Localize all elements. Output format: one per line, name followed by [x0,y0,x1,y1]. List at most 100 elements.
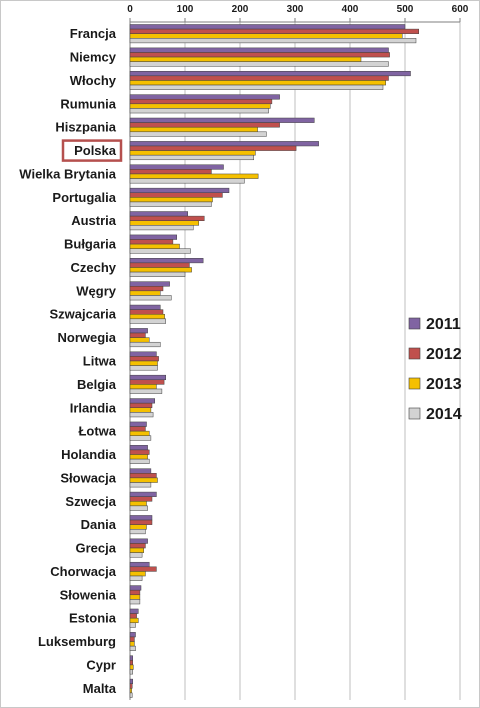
bar-wlochy-2014 [129,84,384,90]
bar-niemcy-2011 [129,47,389,53]
category-label-portugalia: Portugalia [52,190,116,205]
bar-portugalia-2014 [129,201,212,207]
bar-bulgaria-2012 [129,239,174,245]
tick-labels: 0 100 200 300 400 500 600 [127,4,469,15]
category-label-szwecja: Szwecja [65,494,116,509]
bar-irlandia-2013 [129,407,152,413]
tick-label-600: 600 [452,4,469,15]
legend-label-2011: 2011 [426,316,461,333]
category-label-bulgaria: Bułgaria [64,237,117,252]
bar-szwecja-2013 [129,501,147,507]
bar-wlochy-2013 [129,80,386,86]
tick-label-200: 200 [232,4,249,15]
bar-wlochy-2011 [129,70,411,77]
tick-label-300: 300 [287,4,304,15]
category-label-polska: Polska [74,143,117,158]
bar-wegry-2012 [129,286,164,292]
bar-polska-2011 [129,141,319,147]
bar-szwecja-2011 [129,491,157,497]
bar-belgia-2014 [129,388,163,394]
bar-hiszpania-2012 [129,122,280,128]
bar-grecja-2013 [129,547,144,553]
bar-norwegia-2013 [129,337,150,343]
bar-lotwa-2014 [129,435,152,441]
bar-holandia-2014 [129,458,150,464]
bar-wielka-brytania-2013 [129,173,259,179]
category-label-wielka-brytania: Wielka Brytania [19,166,116,181]
category-label-slowenia: Słowenia [60,587,117,602]
bar-wegry-2013 [129,290,161,296]
bar-malta-2012 [129,683,133,689]
bar-holandia-2012 [129,449,150,455]
bar-luksemburg-2011 [129,632,136,638]
bar-grecja-2014 [129,552,143,558]
bar-polska-2012 [129,145,297,151]
bar-irlandia-2011 [129,398,155,404]
bar-luksemburg-2014 [129,645,136,652]
category-label-holandia: Holandia [61,447,117,462]
bar-szwajcaria-2014 [129,318,166,324]
category-label-niemcy: Niemcy [70,50,117,65]
category-label-wlochy: Włochy [70,73,117,88]
category-label-estonia: Estonia [69,611,117,626]
bar-norwegia-2011 [129,328,148,334]
bar-wegry-2011 [129,281,170,287]
bar-wielka-brytania-2012 [129,169,212,175]
bar-lotwa-2012 [129,426,146,432]
bar-czechy-2013 [129,267,192,273]
bar-slowacja-2014 [129,482,152,488]
bar-bulgaria-2014 [129,248,191,254]
category-label-lotwa: Łotwa [78,424,116,439]
bar-slowenia-2014 [129,599,141,605]
category-label-norwegia: Norwegia [57,330,116,345]
category-label-austria: Austria [71,213,117,228]
bar-francja-2013 [129,33,403,39]
bar-austria-2014 [129,225,194,231]
legend-swatch-2013 [408,377,421,390]
category-labels: Francja Niemcy Włochy Rumunia Hiszpania Polsk… [19,26,123,696]
category-label-grecja: Grecja [76,541,117,556]
bar-bulgaria-2011 [129,234,177,240]
bar-norwegia-2014 [129,341,161,348]
bar-hiszpania-2011 [129,117,315,123]
bar-cypr-2011 [129,655,133,661]
bar-austria-2011 [129,211,188,217]
bar-szwajcaria-2013 [129,313,165,320]
bar-malta-2011 [129,678,133,684]
bar-estonia-2013 [129,617,139,624]
bar-czechy-2011 [129,258,204,264]
category-label-litwa: Litwa [83,354,117,369]
category-label-szwajcaria: Szwajcaria [50,307,117,322]
bar-bulgaria-2013 [129,243,180,249]
bar-slowenia-2011 [129,585,142,591]
category-label-wegry: Węgry [76,283,117,298]
bar-irlandia-2014 [129,412,154,418]
bar-slowenia-2012 [129,589,141,596]
bar-hiszpania-2014 [129,131,267,137]
bar-wlochy-2012 [129,75,389,81]
bar-slowacja-2012 [129,473,157,479]
category-label-luksemburg: Luksemburg [38,634,116,649]
bar-polska-2014 [129,154,254,161]
bar-chorwacja-2014 [129,575,143,581]
bar-niemcy-2012 [129,52,390,58]
bar-estonia-2011 [129,608,139,614]
bar-grecja-2012 [129,543,146,549]
bar-malta-2013 [129,688,132,694]
bar-szwecja-2014 [129,505,148,511]
bar-lotwa-2011 [129,421,147,427]
bar-belgia-2012 [129,379,165,385]
category-label-malta: Malta [83,681,117,696]
bar-czechy-2012 [129,262,190,268]
bar-szwajcaria-2012 [129,309,164,315]
bar-rumunia-2012 [129,98,273,105]
category-label-cypr: Cypr [86,657,116,672]
tick-label-0: 0 [127,4,133,15]
bar-belgia-2013 [129,384,157,390]
bar-wielka-brytania-2014 [129,178,245,184]
bar-litwa-2014 [129,365,158,371]
bar-rumunia-2014 [129,108,269,114]
bar-francja-2012 [129,28,419,34]
bar-luksemburg-2013 [129,641,135,647]
